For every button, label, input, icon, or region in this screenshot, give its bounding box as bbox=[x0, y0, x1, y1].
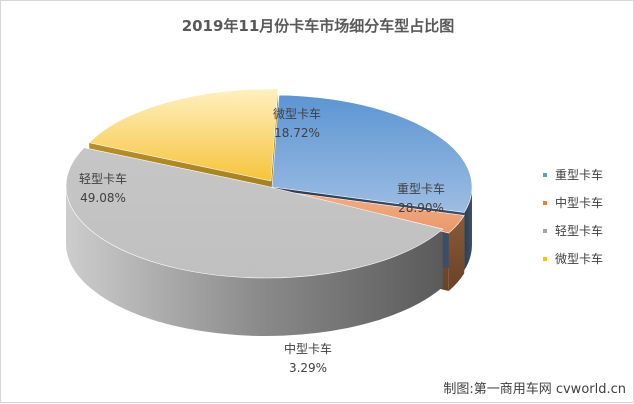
slice-value-label: 3.29% bbox=[289, 361, 327, 375]
pie-side-中型卡车 bbox=[448, 215, 465, 292]
slice-name-label: 重型卡车 bbox=[397, 181, 445, 196]
slice-name-label: 轻型卡车 bbox=[79, 171, 127, 186]
watermark: 制图:第一商用车网 cvworld.cn bbox=[443, 381, 626, 397]
slice-name-label: 微型卡车 bbox=[273, 106, 321, 121]
pie-tops bbox=[65, 88, 473, 279]
pie-side-轻型卡车 bbox=[66, 186, 443, 336]
legend-label: 中型卡车 bbox=[555, 195, 603, 210]
pie-slice-微型卡车 bbox=[88, 88, 279, 182]
legend-marker bbox=[543, 201, 547, 205]
legend-marker bbox=[543, 229, 547, 233]
pie-side-重型卡车 bbox=[464, 187, 472, 271]
pie-slice-重型卡车 bbox=[271, 94, 473, 213]
slice-value-label: 49.08% bbox=[80, 191, 126, 205]
pie-slice-轻型卡车 bbox=[65, 147, 444, 279]
legend-marker bbox=[543, 173, 547, 177]
slice-value-label: 28.90% bbox=[398, 201, 444, 215]
chart-title: 2019年11月份卡车市场细分车型占比图 bbox=[182, 17, 455, 35]
pie-labels: 重型卡车 28.90% 中型卡车 3.29% 轻型卡车 49.08% 微型卡车 18.72% bbox=[79, 106, 445, 375]
legend-label: 轻型卡车 bbox=[555, 223, 603, 238]
legend-marker bbox=[543, 257, 547, 261]
legend-label: 微型卡车 bbox=[555, 251, 603, 266]
slice-name-label: 中型卡车 bbox=[284, 341, 332, 356]
slice-value-label: 18.72% bbox=[274, 126, 320, 140]
legend-label: 重型卡车 bbox=[555, 167, 603, 182]
